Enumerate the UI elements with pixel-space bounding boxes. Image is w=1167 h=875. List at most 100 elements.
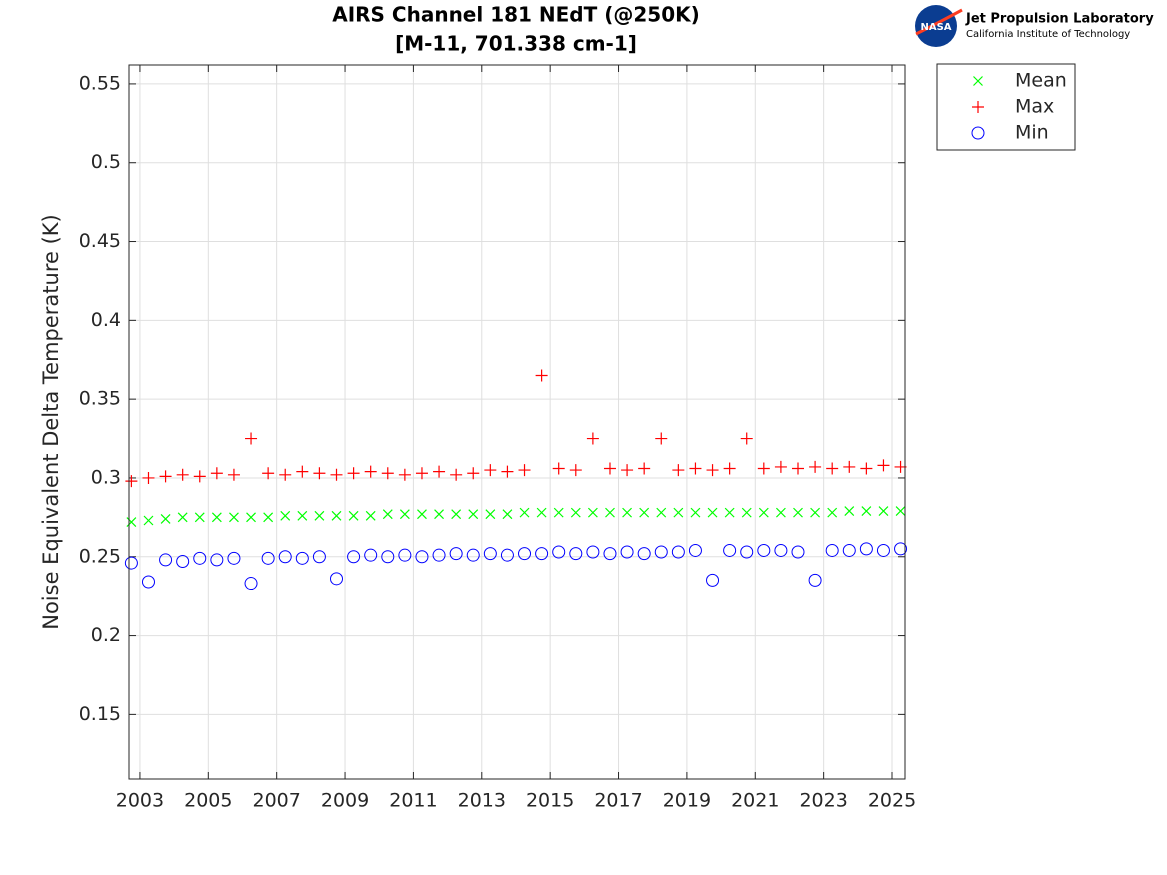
point (570, 507, 581, 518)
point (312, 550, 326, 564)
point (467, 467, 480, 480)
logo-institute: California Institute of Technology (966, 29, 1130, 40)
point (141, 575, 155, 589)
point (279, 468, 292, 481)
point (415, 467, 428, 480)
chart-title: AIRS Channel 181 NEdT (@250K) (332, 3, 700, 27)
y-axis-label: Noise Equivalent Delta Temperature (K) (39, 214, 63, 630)
point (434, 509, 444, 520)
point (842, 543, 856, 557)
point (193, 470, 206, 483)
point (348, 510, 359, 521)
point (758, 507, 769, 518)
point (894, 542, 908, 556)
point (314, 510, 325, 521)
point (450, 468, 463, 481)
point (808, 573, 822, 587)
point (809, 460, 822, 473)
point (671, 545, 685, 559)
point (774, 460, 787, 473)
point (553, 507, 564, 518)
point (843, 460, 856, 473)
point (398, 548, 412, 562)
point (347, 467, 360, 480)
point (381, 467, 394, 480)
point (159, 553, 173, 567)
point (143, 515, 154, 526)
point (451, 509, 462, 520)
point (227, 468, 240, 481)
legend-marker (971, 126, 985, 140)
legend-marker (972, 101, 984, 113)
point (501, 465, 514, 478)
point (877, 459, 890, 472)
point (519, 507, 530, 518)
point (295, 551, 309, 565)
point (518, 464, 531, 477)
point (382, 509, 393, 520)
point (723, 462, 736, 475)
point (176, 554, 190, 568)
point (569, 547, 583, 561)
point (483, 547, 497, 561)
point (690, 507, 701, 518)
point (656, 507, 667, 518)
point (895, 506, 906, 516)
point (587, 507, 598, 518)
x-tick-label: 2019 (663, 790, 711, 812)
axes-box (128, 64, 906, 780)
x-tick-label: 2013 (458, 790, 506, 812)
point (706, 573, 720, 587)
point (740, 545, 754, 559)
point (552, 462, 565, 475)
point (485, 509, 496, 520)
point (177, 512, 188, 523)
point (536, 507, 547, 518)
logo-badge-text: NASA (920, 22, 951, 33)
point (552, 545, 566, 559)
point (723, 543, 737, 557)
point (278, 550, 292, 564)
x-tick-label: 2021 (731, 790, 779, 812)
point (263, 512, 274, 523)
logo-swoosh (915, 8, 963, 36)
point (399, 509, 410, 520)
point (535, 369, 548, 382)
point (244, 577, 258, 591)
point (210, 553, 224, 567)
point (655, 432, 668, 445)
point (126, 517, 137, 528)
x-tick-label: 2005 (184, 790, 232, 812)
point (331, 510, 342, 521)
point (159, 470, 172, 483)
point (672, 464, 685, 477)
point (844, 506, 855, 516)
logo-name: Jet Propulsion Laboratory (965, 12, 1154, 27)
point (297, 510, 308, 521)
point (878, 506, 889, 516)
point (810, 507, 821, 518)
point (535, 547, 549, 561)
y-tick-label: 0.2 (91, 624, 121, 646)
point (826, 462, 839, 475)
point (792, 462, 805, 475)
logo: NASA Jet Propulsion Laboratory Californi… (915, 5, 1154, 47)
point (707, 507, 718, 518)
point (365, 510, 376, 521)
y-tick-label: 0.45 (79, 230, 121, 252)
point (620, 545, 634, 559)
point (827, 507, 838, 518)
point (757, 543, 771, 557)
x-tick-label: 2017 (594, 790, 642, 812)
point (433, 465, 446, 478)
x-tick-label: 2011 (389, 790, 437, 812)
chart-subtitle: [M-11, 701.338 cm-1] (395, 32, 637, 56)
point (176, 468, 189, 481)
plot-background (129, 65, 905, 779)
point (262, 467, 275, 480)
point (706, 464, 719, 477)
plot-area (124, 64, 908, 780)
x-tick-label: 2025 (868, 790, 916, 812)
point (876, 543, 890, 557)
point (861, 506, 872, 516)
